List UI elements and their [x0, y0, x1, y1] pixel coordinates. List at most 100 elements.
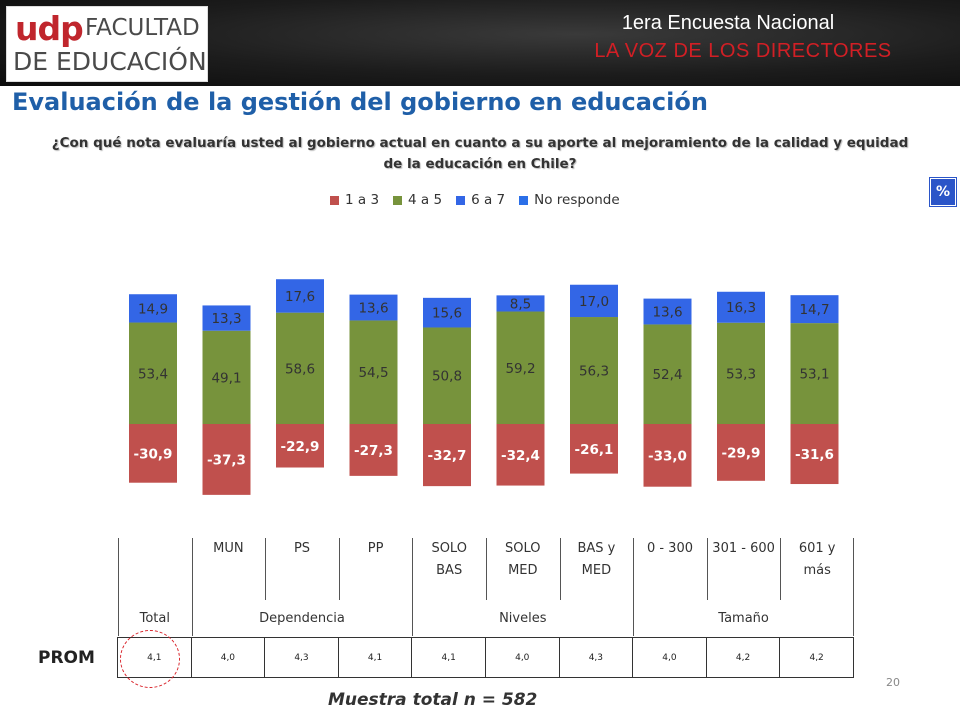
prom-cell: 4,2	[707, 638, 781, 677]
data-label-6a7: 14,7	[799, 302, 829, 318]
bar-1a3	[717, 424, 765, 481]
data-label-4a5: 53,1	[799, 367, 829, 383]
bar-1a3	[349, 424, 398, 476]
data-label-4a5: 59,2	[505, 361, 535, 377]
data-label-4a5: 54,5	[358, 365, 388, 381]
survey-title: 1era Encuesta Nacional	[621, 12, 835, 34]
data-label-6a7: 13,6	[652, 305, 682, 321]
bar-1a3	[790, 424, 839, 485]
prom-label: PROM	[38, 648, 95, 668]
question-line-2: de la educación en Chile?	[383, 156, 577, 172]
table-column-label-line: BAS y	[577, 541, 616, 556]
header-band: udp FACULTAD DE EDUCACIÓN 1era Encuesta …	[0, 0, 960, 86]
prom-cell: 4,3	[560, 638, 634, 677]
legend-swatch	[330, 195, 339, 205]
survey-question: ¿Con qué nota evaluaría usted al gobiern…	[40, 133, 920, 175]
table-divider	[338, 538, 340, 600]
data-label-6a7: 13,6	[358, 301, 388, 317]
bar-4a5	[790, 323, 839, 424]
bar-4a5	[496, 311, 545, 424]
data-label-4a5: 53,4	[138, 366, 168, 382]
table-column-label-line: PS	[293, 541, 311, 556]
bar-4a5	[717, 322, 765, 424]
prom-cell: 4,0	[633, 638, 707, 677]
legend-swatch	[456, 195, 466, 205]
data-label-1a3: -31,6	[795, 447, 834, 463]
table-divider	[559, 538, 561, 600]
percent-badge: %	[930, 178, 956, 206]
bar-6a7	[202, 305, 251, 331]
logo-facultad-text: FACULTAD	[85, 15, 200, 41]
table-column-label: 0 - 300	[633, 538, 707, 606]
bar-6a7	[129, 294, 177, 323]
bar-1a3	[496, 424, 545, 486]
highlight-circle	[120, 630, 180, 688]
data-label-1a3: -26,1	[575, 442, 614, 458]
logo-udp-text: udp	[15, 9, 84, 48]
table-column-label: 301 - 600	[707, 538, 781, 606]
table-column-label: PS	[265, 538, 339, 606]
page-title: Evaluación de la gestión del gobierno en…	[12, 88, 708, 116]
table-column-label: SOLO MED	[486, 538, 560, 606]
data-label-6a7: 15,6	[432, 306, 462, 322]
table-divider	[412, 538, 414, 636]
prom-cell: 4,0	[192, 638, 266, 677]
data-label-4a5: 56,3	[579, 364, 609, 380]
table-divider	[486, 538, 487, 600]
data-label-1a3: -32,7	[428, 448, 467, 464]
data-label-1a3: -27,3	[354, 443, 393, 459]
data-label-6a7: 17,0	[579, 294, 609, 310]
table-column-label	[118, 538, 192, 606]
data-label-1a3: -29,9	[722, 445, 761, 461]
table-group-label: Niveles	[499, 611, 547, 626]
table-column-label-line: 601 y	[798, 541, 836, 556]
table-column-label-line: SOLO	[431, 541, 467, 556]
data-label-6a7: 8,5	[510, 296, 531, 312]
table-divider	[853, 538, 854, 636]
data-label-4a5: 49,1	[211, 370, 241, 386]
bar-4a5	[276, 312, 324, 424]
bar-6a7	[643, 298, 692, 325]
bar-4a5	[202, 330, 251, 424]
data-label-6a7: 16,3	[726, 300, 756, 316]
table-group-label: Total	[139, 611, 170, 626]
data-label-4a5: 52,4	[652, 367, 682, 383]
table-column-label-line: MED	[581, 563, 612, 578]
legend-item: No responde	[519, 192, 620, 208]
bar-6a7	[349, 294, 398, 321]
legend-label: No responde	[534, 192, 620, 208]
bar-1a3	[202, 424, 251, 495]
survey-subtitle: LA VOZ DE LOS DIRECTORES	[594, 40, 892, 62]
table-column-label-line: BAS	[436, 563, 463, 578]
table-column-label-line: SOLO	[505, 541, 541, 556]
prom-cell: 4,0	[486, 638, 560, 677]
table-divider	[780, 538, 782, 600]
bar-4a5	[423, 327, 471, 424]
bar-6a7	[570, 284, 618, 318]
table-divider	[118, 538, 119, 636]
data-label-1a3: -22,9	[281, 439, 320, 455]
prom-cell: 4,1	[339, 638, 413, 677]
data-label-1a3: -33,0	[648, 448, 687, 464]
table-column-label: 601 y más	[780, 538, 854, 606]
bar-6a7	[423, 297, 471, 328]
legend-item: 6 a 7	[456, 192, 505, 208]
table-divider	[706, 538, 708, 600]
legend-swatch	[519, 195, 529, 205]
data-label-1a3: -32,4	[501, 448, 540, 464]
bar-1a3	[643, 424, 692, 487]
udp-logo: udp FACULTAD DE EDUCACIÓN	[6, 6, 208, 82]
prom-row: 4,1 4,0 4,3 4,1 4,1 4,0 4,3 4,0 4,2 4,2	[117, 637, 854, 678]
sample-size-text: Muestra total n = 582	[328, 690, 538, 710]
table-divider	[265, 538, 267, 600]
data-label-4a5: 58,6	[285, 361, 315, 377]
bar-1a3	[423, 424, 471, 487]
table-column-label: PP	[339, 538, 413, 606]
data-label-6a7: 13,3	[211, 311, 241, 327]
table-group-label: Tamaño	[718, 611, 769, 626]
table-column-label: SOLO BAS	[412, 538, 486, 606]
prom-cell: 4,3	[265, 638, 339, 677]
table-column-label-line: más	[803, 563, 831, 578]
bar-4a5	[129, 322, 177, 424]
